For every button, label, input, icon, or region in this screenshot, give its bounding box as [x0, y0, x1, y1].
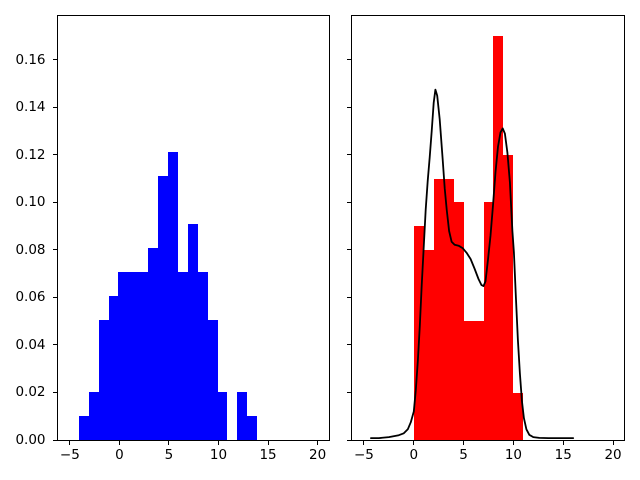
histogram-bar — [474, 321, 484, 440]
histogram-bar — [168, 152, 178, 440]
histogram-bar — [513, 392, 523, 440]
histogram-bar — [118, 272, 128, 440]
x-tick-label: 0 — [115, 447, 124, 463]
x-tick-mark — [562, 441, 564, 445]
y-tick-mark — [53, 59, 57, 61]
y-tick-label: 0.14 — [15, 99, 46, 116]
histogram-bar — [198, 272, 208, 440]
x-tick-label: −5 — [354, 447, 374, 463]
histogram-bar — [493, 36, 503, 440]
x-tick-label: 20 — [604, 447, 622, 463]
kde-curve — [370, 88, 575, 439]
y-tick-label: 0.08 — [15, 241, 46, 258]
x-tick-mark — [168, 441, 170, 445]
histogram-bar — [188, 224, 198, 440]
x-tick-label: 10 — [209, 447, 228, 463]
x-tick-mark — [118, 441, 120, 445]
y-tick-label: 0.02 — [15, 384, 46, 401]
y-tick-mark — [347, 59, 351, 61]
y-tick-mark — [53, 106, 57, 108]
histogram-bar — [148, 248, 158, 440]
x-tick-label: 15 — [259, 447, 277, 463]
histogram-bar — [464, 321, 474, 440]
y-tick-label: 0.00 — [15, 432, 46, 448]
right-histogram-panel — [351, 15, 625, 441]
histogram-bar — [237, 392, 247, 440]
y-tick-mark — [347, 296, 351, 298]
histogram-bar — [484, 202, 493, 440]
left-histogram-panel — [57, 15, 330, 441]
histogram-bar — [79, 416, 89, 440]
x-tick-mark — [463, 441, 465, 445]
y-tick-mark — [347, 201, 351, 203]
x-tick-label: 15 — [554, 447, 572, 463]
x-tick-label: 20 — [309, 447, 327, 463]
x-tick-mark — [363, 441, 365, 445]
histogram-bar — [444, 178, 454, 440]
x-tick-label: 0 — [409, 447, 419, 463]
y-tick-mark — [53, 296, 57, 298]
x-tick-label: 5 — [164, 447, 174, 463]
histogram-bar — [247, 416, 257, 440]
y-tick-mark — [53, 439, 57, 441]
kde-curve-layer — [370, 88, 575, 439]
histogram-bar — [503, 154, 513, 440]
x-tick-mark — [512, 441, 514, 445]
y-tick-mark — [347, 106, 351, 108]
y-tick-mark — [347, 391, 351, 393]
histogram-bar — [208, 320, 218, 440]
y-tick-mark — [347, 439, 351, 441]
histogram-bar — [138, 272, 148, 440]
histogram-bar — [158, 176, 168, 440]
histogram-bar — [128, 272, 138, 440]
y-tick-label: 0.04 — [15, 336, 46, 353]
x-tick-label: 10 — [504, 447, 522, 463]
y-tick-mark — [347, 154, 351, 156]
x-tick-mark — [69, 441, 71, 445]
histogram-bar — [424, 249, 434, 440]
histogram-bar — [434, 178, 444, 440]
y-tick-label: 0.10 — [15, 194, 46, 211]
x-tick-mark — [317, 441, 319, 445]
x-tick-mark — [267, 441, 269, 445]
x-tick-label: −5 — [59, 447, 80, 463]
x-tick-mark — [612, 441, 614, 445]
y-tick-label: 0.06 — [15, 289, 46, 306]
x-tick-mark — [413, 441, 415, 445]
histogram-bar — [89, 392, 99, 440]
y-tick-mark — [347, 344, 351, 346]
y-tick-mark — [53, 344, 57, 346]
histogram-bar — [218, 392, 227, 440]
histogram-bar — [109, 296, 118, 440]
y-tick-label: 0.12 — [15, 146, 46, 163]
x-tick-mark — [218, 441, 220, 445]
y-tick-mark — [53, 391, 57, 393]
y-tick-mark — [53, 154, 57, 156]
y-tick-mark — [347, 249, 351, 251]
y-tick-mark — [53, 201, 57, 203]
y-tick-mark — [53, 249, 57, 251]
histogram-bar — [99, 320, 109, 440]
histogram-bar — [178, 272, 188, 440]
y-tick-label: 0.16 — [15, 51, 46, 68]
histogram-bar — [454, 202, 464, 440]
x-tick-label: 5 — [459, 447, 468, 463]
